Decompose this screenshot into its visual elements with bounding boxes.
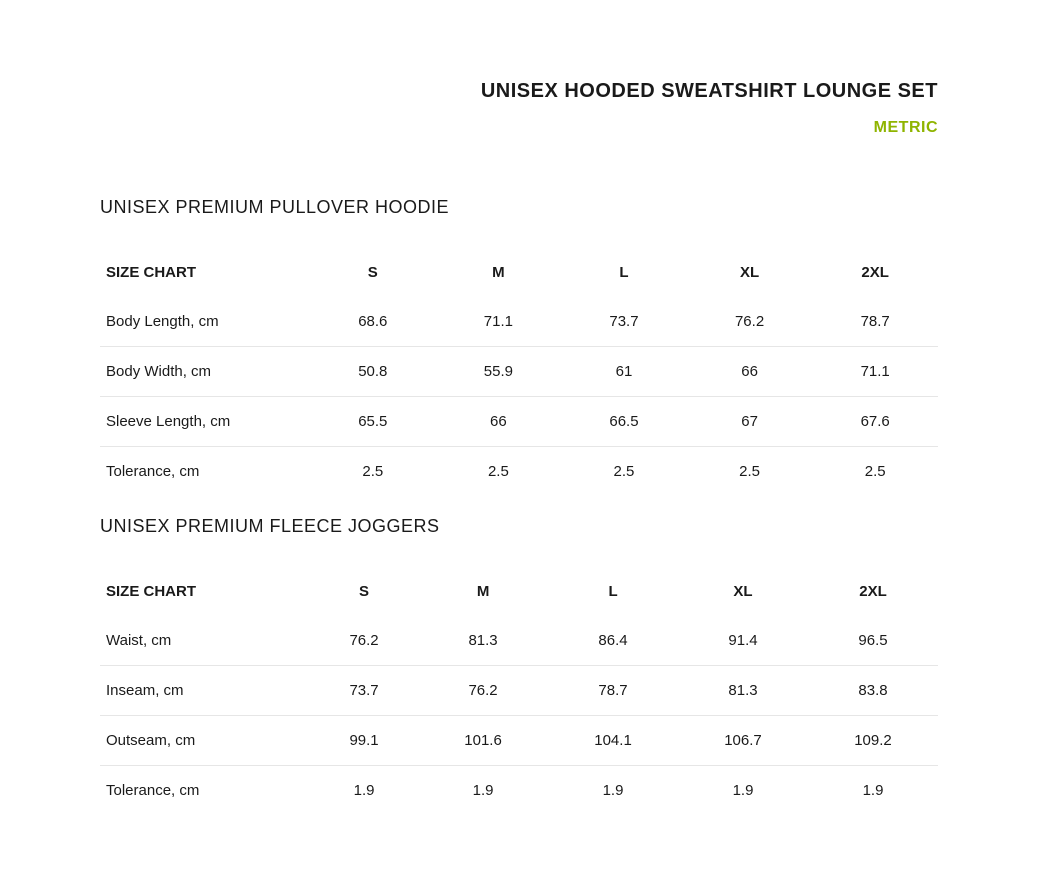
table-row: Waist, cm76.281.386.491.496.5 bbox=[100, 616, 938, 666]
table-header-size: XL bbox=[687, 248, 813, 297]
row-value: 2.5 bbox=[687, 447, 813, 497]
row-value: 50.8 bbox=[310, 347, 436, 397]
row-label: Tolerance, cm bbox=[100, 447, 310, 497]
section-title: UNISEX PREMIUM FLEECE JOGGERS bbox=[100, 516, 938, 537]
size-chart-table: SIZE CHARTSMLXL2XLBody Length, cm68.671.… bbox=[100, 248, 938, 496]
size-chart-table: SIZE CHARTSMLXL2XLWaist, cm76.281.386.49… bbox=[100, 567, 938, 815]
row-value: 66 bbox=[687, 347, 813, 397]
row-label: Sleeve Length, cm bbox=[100, 397, 310, 447]
row-value: 91.4 bbox=[678, 616, 808, 666]
row-value: 67 bbox=[687, 397, 813, 447]
table-row: Outseam, cm99.1101.6104.1106.7109.2 bbox=[100, 716, 938, 766]
row-label: Tolerance, cm bbox=[100, 766, 310, 816]
row-value: 1.9 bbox=[418, 766, 548, 816]
row-value: 1.9 bbox=[310, 766, 418, 816]
table-row: Sleeve Length, cm65.56666.56767.6 bbox=[100, 397, 938, 447]
table-header-size: 2XL bbox=[808, 567, 938, 616]
table-header-size: M bbox=[436, 248, 562, 297]
row-value: 109.2 bbox=[808, 716, 938, 766]
table-header-size: S bbox=[310, 248, 436, 297]
row-value: 67.6 bbox=[812, 397, 938, 447]
table-row: Body Length, cm68.671.173.776.278.7 bbox=[100, 297, 938, 347]
row-value: 55.9 bbox=[436, 347, 562, 397]
row-label: Inseam, cm bbox=[100, 666, 310, 716]
table-header-size: XL bbox=[678, 567, 808, 616]
row-value: 71.1 bbox=[436, 297, 562, 347]
row-value: 2.5 bbox=[436, 447, 562, 497]
table-header-label: SIZE CHART bbox=[100, 248, 310, 297]
table-row: Tolerance, cm1.91.91.91.91.9 bbox=[100, 766, 938, 816]
row-value: 1.9 bbox=[678, 766, 808, 816]
section-title: UNISEX PREMIUM PULLOVER HOODIE bbox=[100, 197, 938, 218]
row-value: 66.5 bbox=[561, 397, 687, 447]
row-label: Body Length, cm bbox=[100, 297, 310, 347]
row-value: 2.5 bbox=[812, 447, 938, 497]
table-header-row: SIZE CHARTSMLXL2XL bbox=[100, 248, 938, 297]
row-value: 106.7 bbox=[678, 716, 808, 766]
row-value: 86.4 bbox=[548, 616, 678, 666]
row-value: 76.2 bbox=[687, 297, 813, 347]
page-container: UNISEX HOODED SWEATSHIRT LOUNGE SET METR… bbox=[0, 0, 1038, 875]
row-value: 2.5 bbox=[561, 447, 687, 497]
row-value: 99.1 bbox=[310, 716, 418, 766]
row-value: 76.2 bbox=[418, 666, 548, 716]
row-label: Waist, cm bbox=[100, 616, 310, 666]
row-value: 61 bbox=[561, 347, 687, 397]
row-value: 1.9 bbox=[548, 766, 678, 816]
table-header-size: S bbox=[310, 567, 418, 616]
table-header-size: L bbox=[561, 248, 687, 297]
table-header-size: M bbox=[418, 567, 548, 616]
row-label: Outseam, cm bbox=[100, 716, 310, 766]
row-value: 71.1 bbox=[812, 347, 938, 397]
row-value: 66 bbox=[436, 397, 562, 447]
row-value: 73.7 bbox=[561, 297, 687, 347]
page-header: UNISEX HOODED SWEATSHIRT LOUNGE SET METR… bbox=[100, 80, 938, 137]
table-header-size: L bbox=[548, 567, 678, 616]
row-value: 78.7 bbox=[548, 666, 678, 716]
row-value: 101.6 bbox=[418, 716, 548, 766]
row-value: 73.7 bbox=[310, 666, 418, 716]
row-value: 78.7 bbox=[812, 297, 938, 347]
table-row: Inseam, cm73.776.278.781.383.8 bbox=[100, 666, 938, 716]
row-value: 104.1 bbox=[548, 716, 678, 766]
table-header-label: SIZE CHART bbox=[100, 567, 310, 616]
row-value: 1.9 bbox=[808, 766, 938, 816]
unit-label: METRIC bbox=[100, 119, 938, 137]
table-row: Body Width, cm50.855.9616671.1 bbox=[100, 347, 938, 397]
row-value: 68.6 bbox=[310, 297, 436, 347]
row-label: Body Width, cm bbox=[100, 347, 310, 397]
row-value: 81.3 bbox=[678, 666, 808, 716]
page-title: UNISEX HOODED SWEATSHIRT LOUNGE SET bbox=[100, 80, 938, 103]
table-header-size: 2XL bbox=[812, 248, 938, 297]
row-value: 83.8 bbox=[808, 666, 938, 716]
row-value: 76.2 bbox=[310, 616, 418, 666]
row-value: 96.5 bbox=[808, 616, 938, 666]
sections-container: UNISEX PREMIUM PULLOVER HOODIE SIZE CHART… bbox=[100, 197, 938, 815]
row-value: 81.3 bbox=[418, 616, 548, 666]
table-row: Tolerance, cm2.52.52.52.52.5 bbox=[100, 447, 938, 497]
row-value: 65.5 bbox=[310, 397, 436, 447]
table-header-row: SIZE CHARTSMLXL2XL bbox=[100, 567, 938, 616]
row-value: 2.5 bbox=[310, 447, 436, 497]
